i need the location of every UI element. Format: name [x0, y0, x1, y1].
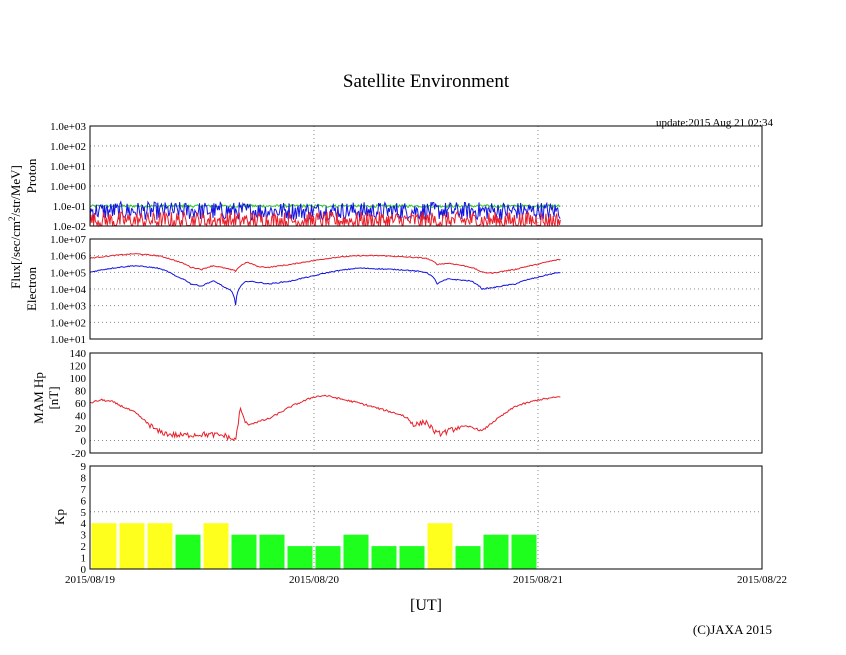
kp-bar [203, 523, 229, 569]
kp-bar [175, 534, 201, 569]
kp-tick-label: 5 [81, 507, 87, 519]
mam-hp-unit-label: [nT] [46, 386, 61, 409]
kp-tick-label: 7 [81, 484, 87, 496]
electron-axis-label: Electron [24, 266, 39, 311]
electron-tick-label: 1.0e+06 [50, 251, 86, 263]
kp-bar [343, 534, 369, 569]
proton-tick-label: 1.0e+03 [50, 121, 86, 133]
kp-bar [119, 523, 145, 569]
proton-series-red [89, 210, 561, 228]
x-tick-label: 2015/08/21 [513, 574, 563, 586]
proton-tick-label: 1.0e+00 [50, 181, 86, 193]
mam-hp-tick-label: 40 [75, 411, 87, 423]
electron-tick-label: 1.0e+04 [50, 284, 86, 296]
proton-tick-label: 1.0e+02 [50, 141, 86, 153]
mam-hp-tick-label: -20 [71, 448, 86, 460]
update-timestamp: update:2015 Aug 21 02:34 [656, 117, 774, 129]
electron-tick-label: 1.0e+05 [50, 267, 86, 279]
proton-panel: Proton 1.0e+03 1.0e+02 1.0e+01 1.0e+00 1.0e-… [24, 121, 763, 233]
kp-tick-label: 9 [81, 461, 87, 473]
kp-tick-label: 2 [81, 541, 87, 553]
mam-hp-axis-label: MAM Hp [31, 372, 46, 424]
kp-bar [511, 534, 537, 569]
mam-hp-tick-label: 20 [75, 423, 87, 435]
kp-bar [259, 534, 285, 569]
kp-bar [455, 546, 481, 569]
mam-hp-tick-label: 120 [70, 361, 87, 373]
x-tick-label: 2015/08/22 [737, 574, 787, 586]
mam-hp-tick-label: 60 [75, 398, 87, 410]
mam-hp-tick-label: 140 [70, 348, 87, 360]
proton-tick-label: 1.0e-02 [53, 221, 86, 233]
kp-bar [371, 546, 397, 569]
electron-series-red [89, 252, 561, 275]
electron-series-blue [89, 265, 561, 306]
electron-frame [89, 238, 763, 340]
kp-bar [287, 546, 313, 569]
mam-hp-tick-label: 100 [70, 373, 87, 385]
x-axis-label: [UT] [410, 597, 442, 614]
kp-bar [91, 523, 117, 569]
proton-axis-label: Proton [24, 158, 39, 193]
mam-hp-tick-label: 80 [75, 386, 87, 398]
kp-tick-label: 4 [81, 518, 87, 530]
kp-tick-label: 8 [81, 472, 87, 484]
electron-tick-label: 1.0e+07 [50, 234, 86, 246]
x-tick-label: 2015/08/19 [65, 574, 116, 586]
x-axis-ticks: 2015/08/19 2015/08/20 2015/08/21 2015/08/22 [65, 574, 787, 586]
proton-tick-label: 1.0e-01 [53, 201, 86, 213]
proton-series-green [89, 203, 561, 209]
kp-frame [89, 465, 763, 570]
kp-tick-label: 6 [81, 495, 87, 507]
kp-bar [147, 523, 173, 569]
proton-tick-label: 1.0e+01 [50, 161, 86, 173]
kp-bar [315, 546, 341, 569]
proton-frame [89, 125, 763, 227]
copyright-text: (C)JAXA 2015 [693, 622, 772, 637]
electron-panel: Electron 1.0e+07 1.0e+06 1.0e+05 1.0e+04 1.0… [24, 234, 763, 346]
kp-axis-label: Kp [52, 509, 67, 525]
mam-hp-tick-label: 0 [81, 436, 87, 448]
kp-tick-label: 1 [81, 553, 87, 565]
flux-axis-label: Flux[/sec/cm2/str/MeV] [7, 165, 23, 289]
electron-tick-label: 1.0e+03 [50, 301, 86, 313]
kp-bar [427, 523, 453, 569]
kp-bar [231, 534, 257, 569]
kp-bar [399, 546, 425, 569]
kp-tick-label: 3 [81, 530, 87, 542]
electron-tick-label: 1.0e+02 [50, 317, 86, 329]
mam-hp-frame [89, 352, 763, 454]
kp-tick-label: 0 [81, 564, 87, 576]
electron-tick-label: 1.0e+01 [50, 334, 86, 346]
chart-title: Satellite Environment [343, 71, 510, 92]
mam-hp-series-red [89, 394, 561, 442]
kp-bar [483, 534, 509, 569]
x-tick-label: 2015/08/20 [289, 574, 340, 586]
